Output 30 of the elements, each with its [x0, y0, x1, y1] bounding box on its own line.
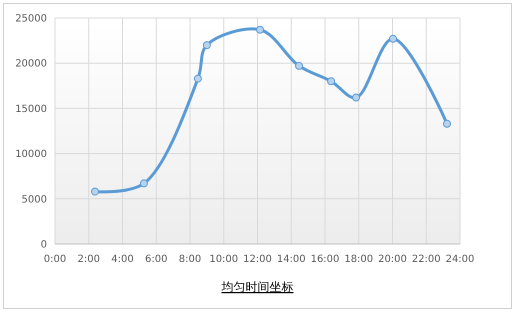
x-tick-label: 12:00 [243, 254, 272, 265]
y-tick-label: 5000 [22, 194, 47, 206]
point [295, 62, 304, 70]
x-tick-label: 20:00 [378, 254, 407, 265]
x-tick-label: 6:00 [145, 254, 168, 265]
x-tick-label: 14:00 [276, 254, 306, 265]
point [202, 41, 211, 50]
x-tick-label: 18:00 [344, 254, 374, 265]
y-tick-label: 15000 [15, 104, 47, 115]
point [194, 74, 202, 83]
x-tick-label: 4:00 [111, 254, 134, 265]
x-axis-title: 均匀时间坐标 [220, 280, 294, 294]
point [90, 188, 99, 196]
x-tick-label: 16:00 [310, 254, 340, 265]
point [389, 34, 398, 43]
x-tick-label: 0:00 [44, 254, 66, 265]
x-tick-label: 10:00 [209, 254, 238, 265]
x-tick-label: 22:00 [412, 254, 441, 265]
y-tick-label: 20000 [15, 58, 47, 70]
point [327, 77, 336, 86]
point [443, 120, 452, 128]
y-tick-label: 0 [40, 240, 47, 250]
point [352, 94, 360, 102]
point [140, 179, 148, 188]
x-tick-label: 2:00 [78, 254, 100, 265]
point [256, 26, 264, 34]
x-tick-label: 24:00 [446, 254, 474, 265]
y-tick-label: 25000 [15, 14, 47, 24]
y-tick-label: 10000 [15, 149, 47, 160]
x-tick-label: 8:00 [178, 254, 202, 265]
